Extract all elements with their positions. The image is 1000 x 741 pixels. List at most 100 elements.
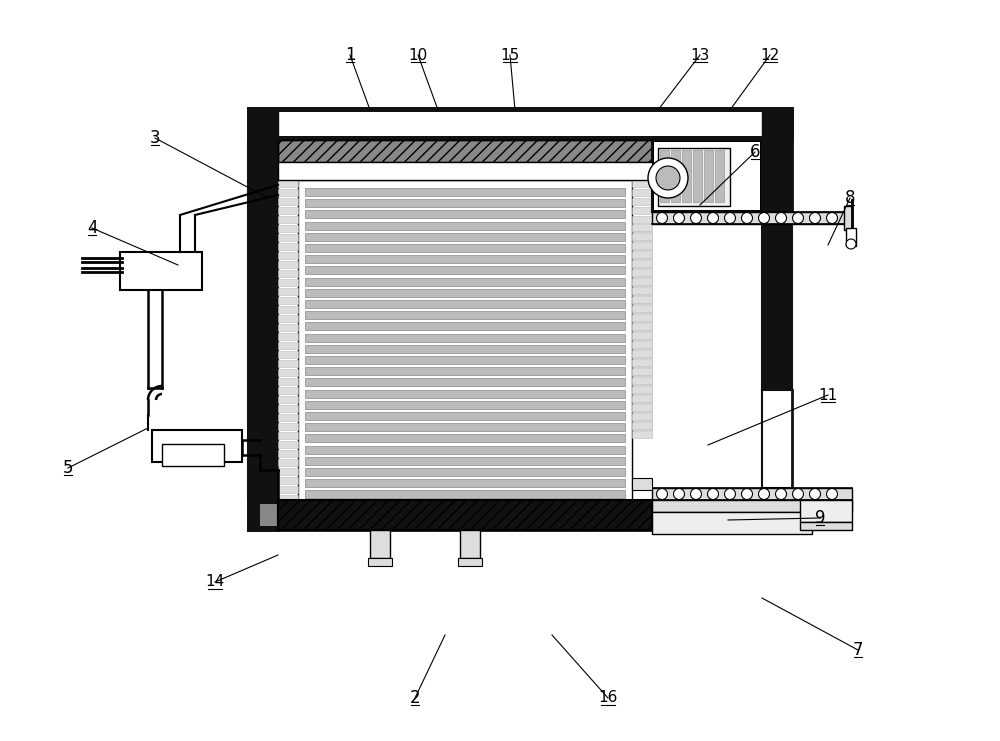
Bar [632,305,652,312]
Bar [632,413,652,420]
Bar [632,423,652,430]
Bar [278,342,298,349]
Bar [305,210,625,219]
Bar [278,468,298,475]
Bar [632,396,652,403]
Bar [368,558,392,566]
Bar [278,495,298,502]
Text: 4: 4 [87,219,97,237]
Bar [654,142,760,210]
Bar [632,251,652,258]
Bar [278,351,298,358]
Bar [248,500,792,530]
Bar [278,405,298,412]
Bar [305,233,625,241]
Bar [632,252,652,259]
Bar [278,477,298,484]
Circle shape [826,213,838,224]
Bar [632,278,652,285]
Bar [762,108,792,140]
Circle shape [776,488,786,499]
Bar [298,180,632,502]
Bar [305,468,625,476]
Bar [632,189,652,196]
Bar [632,234,652,241]
Bar [671,150,680,202]
Bar [632,333,652,340]
Circle shape [724,213,736,224]
Bar [120,252,202,290]
Circle shape [708,213,718,224]
Circle shape [792,488,804,499]
Bar [305,356,625,364]
Bar [800,500,852,522]
Bar [652,212,852,224]
Bar [278,162,652,180]
Bar [632,270,652,277]
Circle shape [776,213,786,224]
Text: 15: 15 [500,47,520,62]
Bar [278,414,298,421]
Bar [305,267,625,274]
Bar [632,225,652,232]
Bar [652,512,812,534]
Bar [632,431,652,438]
Circle shape [690,213,702,224]
Text: 14: 14 [205,574,225,590]
Bar [632,297,652,304]
Bar [260,112,780,136]
Bar [652,140,762,212]
Bar [278,324,298,331]
Bar [278,225,298,232]
Circle shape [846,239,856,249]
Bar [370,530,390,558]
Bar [305,491,625,499]
Bar [632,269,652,276]
Bar [715,150,724,202]
Bar [632,198,652,205]
Bar [305,289,625,297]
Bar [278,504,298,511]
Bar [305,345,625,353]
Bar [632,342,652,349]
Bar [305,278,625,285]
Bar [632,414,652,421]
Bar [693,150,702,202]
Bar [844,206,852,230]
Circle shape [759,213,770,224]
Bar [305,434,625,442]
Bar [305,222,625,230]
Bar [305,311,625,319]
Circle shape [674,213,684,224]
Bar [278,500,652,530]
Bar [632,405,652,412]
Circle shape [810,213,820,224]
Bar [632,377,652,384]
Circle shape [792,213,804,224]
Bar [278,180,298,187]
Bar [632,351,652,358]
Bar [632,224,652,231]
Bar [248,140,278,500]
Text: 9: 9 [815,509,825,527]
Circle shape [690,488,702,499]
Bar [305,199,625,207]
Bar [305,456,625,465]
Bar [305,412,625,420]
Circle shape [826,488,838,499]
Bar [632,315,652,322]
Bar [632,287,652,294]
Bar [278,140,652,162]
Bar [278,198,298,205]
Circle shape [724,488,736,499]
Bar [305,423,625,431]
Bar [278,252,298,259]
Bar [658,148,730,206]
Bar [846,228,856,246]
Bar [278,432,298,439]
Bar [305,368,625,375]
Bar [652,488,852,500]
Bar [632,233,652,240]
Bar [278,189,298,196]
Circle shape [648,158,688,198]
